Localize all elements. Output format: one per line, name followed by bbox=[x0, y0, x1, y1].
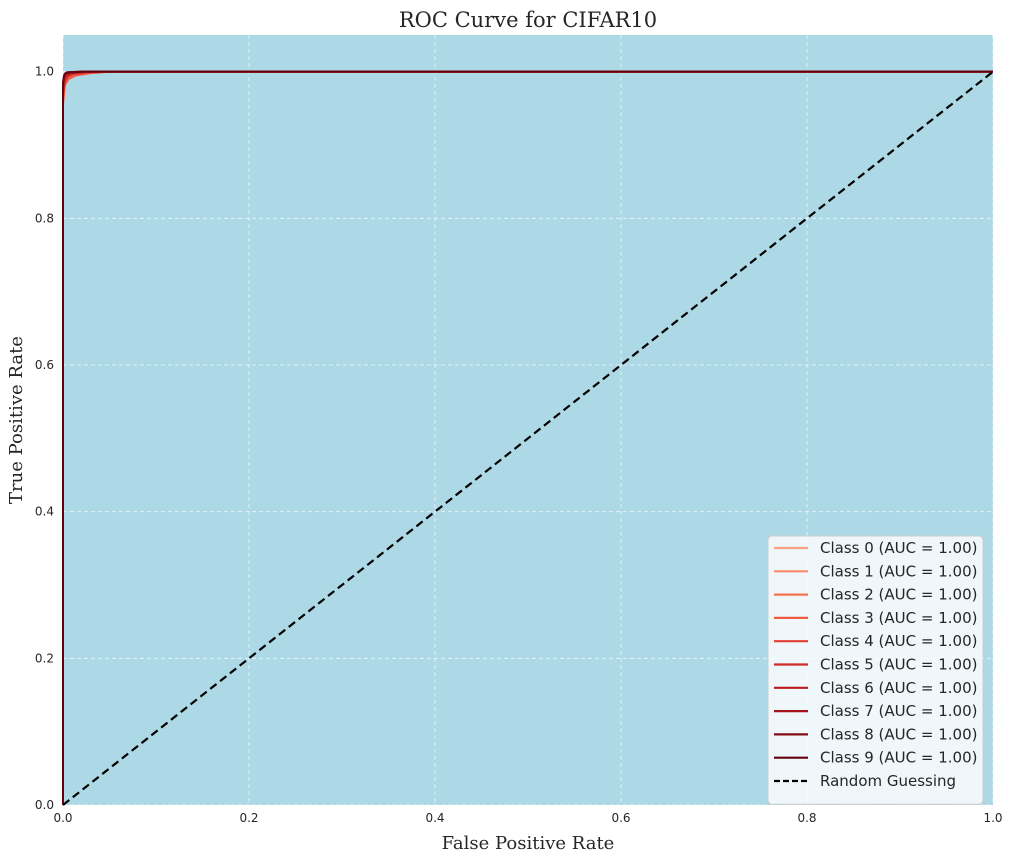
y-tick-label: 0.2 bbox=[35, 651, 54, 665]
legend-label: Class 3 (AUC = 1.00) bbox=[820, 609, 977, 627]
y-tick-label: 0.8 bbox=[35, 211, 54, 225]
x-tick-label: 0.2 bbox=[239, 811, 258, 825]
legend-label: Class 0 (AUC = 1.00) bbox=[820, 539, 977, 557]
tick-labels: 0.0 0.2 0.4 0.6 0.8 1.0 0.0 0.2 0.4 0.6 0.8 1.0 bbox=[35, 65, 1003, 825]
x-tick-label: 0.8 bbox=[797, 811, 816, 825]
x-axis-label: False Positive Rate bbox=[442, 833, 615, 854]
x-tick-label: 0.0 bbox=[53, 811, 72, 825]
legend-label: Class 8 (AUC = 1.00) bbox=[820, 725, 977, 743]
y-tick-label: 0.6 bbox=[35, 358, 54, 372]
legend-box bbox=[767, 535, 984, 805]
legend-label: Class 2 (AUC = 1.00) bbox=[820, 586, 977, 604]
random-guessing-line bbox=[62, 70, 994, 806]
roc-line-class-9 bbox=[62, 70, 993, 805]
y-axis-label: True Positive Rate bbox=[6, 336, 27, 504]
y-tick-label: 0.4 bbox=[35, 505, 54, 519]
series-layer bbox=[62, 70, 994, 806]
x-tick-label: 0.6 bbox=[611, 811, 630, 825]
chart-title: ROC Curve for CIFAR10 bbox=[399, 8, 657, 32]
legend-label: Class 5 (AUC = 1.00) bbox=[820, 656, 977, 674]
legend-label: Class 7 (AUC = 1.00) bbox=[820, 702, 977, 720]
legend-label: Class 6 (AUC = 1.00) bbox=[820, 679, 977, 697]
x-tick-label: 0.4 bbox=[425, 811, 444, 825]
legend: Class 0 (AUC = 1.00) Class 1 (AUC = 1.00)… bbox=[767, 535, 984, 805]
legend-label: Class 4 (AUC = 1.00) bbox=[820, 632, 977, 650]
legend-label: Class 1 (AUC = 1.00) bbox=[820, 562, 977, 580]
legend-label: Random Guessing bbox=[820, 772, 956, 790]
legend-label: Class 9 (AUC = 1.00) bbox=[820, 749, 977, 767]
y-tick-label: 1.0 bbox=[35, 65, 54, 79]
y-tick-label: 0.0 bbox=[35, 798, 54, 812]
x-tick-label: 1.0 bbox=[983, 811, 1002, 825]
